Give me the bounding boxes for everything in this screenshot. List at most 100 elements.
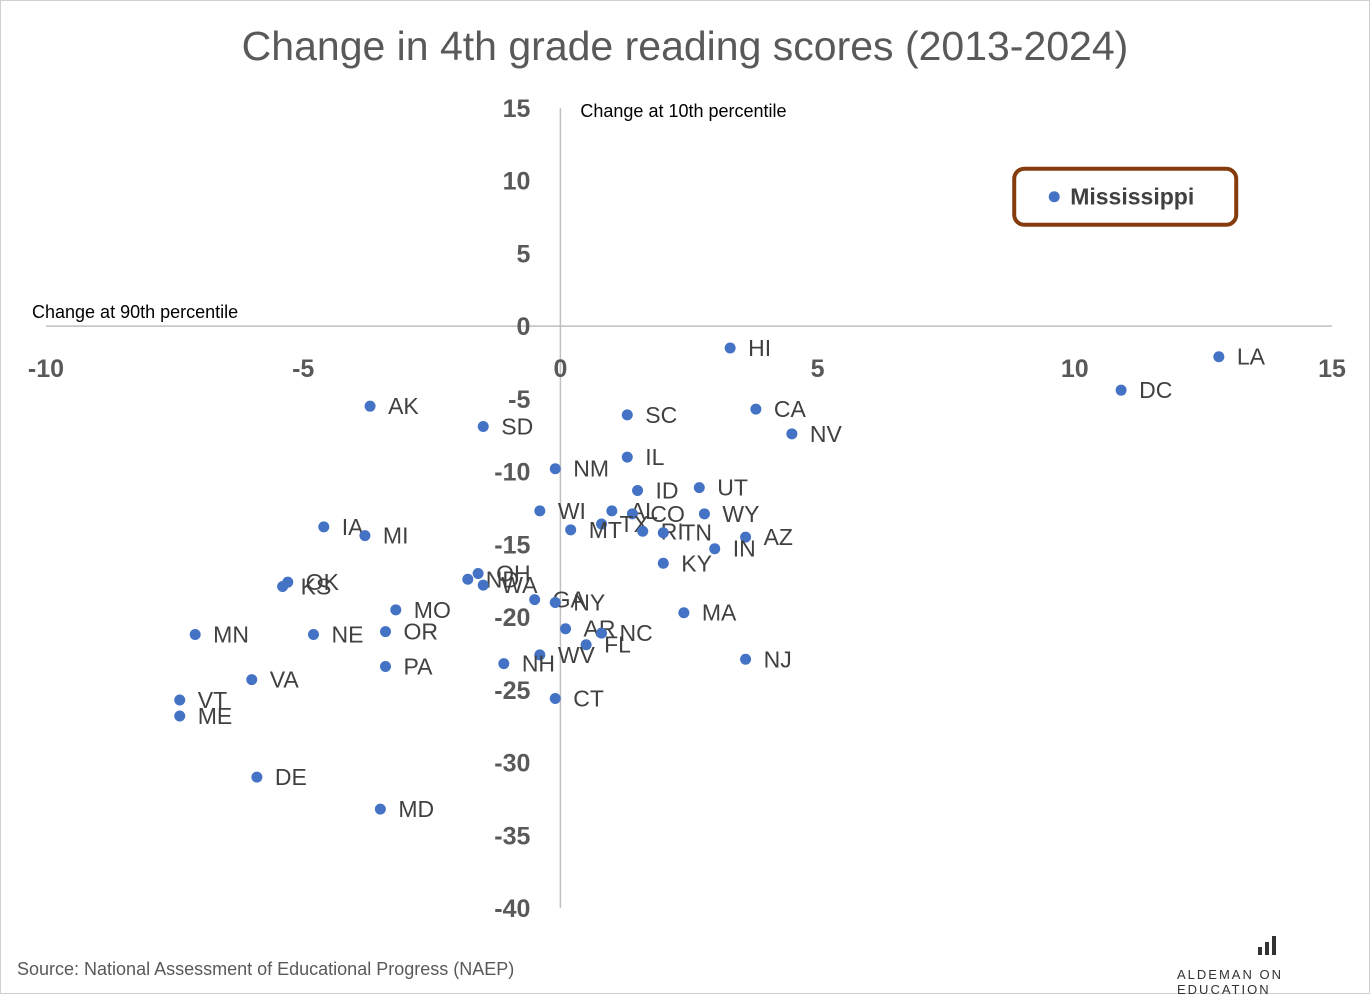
highlight-label: Mississippi xyxy=(1070,184,1194,210)
y-tick-label: 10 xyxy=(503,168,531,196)
data-point xyxy=(534,649,546,661)
data-point xyxy=(632,485,644,497)
data-point xyxy=(477,421,489,433)
data-label: CO xyxy=(650,501,685,527)
data-label: VA xyxy=(270,667,300,693)
chart-title: Change in 4th grade reading scores (2013… xyxy=(241,23,1129,69)
y-tick-label: -30 xyxy=(494,750,530,778)
y-tick-label: -25 xyxy=(494,677,530,705)
data-label: NV xyxy=(810,421,843,447)
data-point xyxy=(740,531,752,543)
data-point xyxy=(596,627,608,639)
data-label: OH xyxy=(496,560,531,586)
data-point xyxy=(534,505,546,517)
data-label: IA xyxy=(342,514,364,540)
data-label: MT xyxy=(589,517,622,543)
data-label: KY xyxy=(681,550,712,576)
data-point xyxy=(390,604,402,616)
data-label: HI xyxy=(748,335,771,361)
data-point xyxy=(740,653,752,665)
data-point xyxy=(724,342,736,354)
data-label: ME xyxy=(198,703,233,729)
x-tick-label: 0 xyxy=(553,355,567,383)
data-label: OK xyxy=(306,569,340,595)
x-tick-label: -10 xyxy=(28,355,64,383)
data-point xyxy=(596,518,608,530)
data-label: NH xyxy=(522,651,555,677)
data-point xyxy=(246,674,258,686)
data-point xyxy=(318,521,330,533)
data-label: WV xyxy=(558,642,596,668)
y-axis-title: Change at 10th percentile xyxy=(580,101,786,121)
data-point xyxy=(626,508,638,520)
data-point xyxy=(359,530,371,542)
y-tick-label: -15 xyxy=(494,531,530,559)
data-label: NE xyxy=(331,622,363,648)
data-label: OR xyxy=(404,619,439,645)
data-point xyxy=(678,607,690,619)
brand-label: ALDEMAN ON EDUCATION xyxy=(1177,967,1283,997)
data-label: FL xyxy=(604,632,631,658)
data-point xyxy=(251,771,263,783)
data-point xyxy=(549,597,561,609)
data-point xyxy=(786,428,798,440)
data-point xyxy=(307,629,319,641)
highlight-box xyxy=(1012,166,1239,227)
data-label: AZ xyxy=(764,524,793,550)
data-label: NM xyxy=(573,456,609,482)
y-tick-label: 15 xyxy=(503,95,531,123)
data-point xyxy=(277,581,289,593)
data-label: AK xyxy=(388,393,419,419)
y-tick-label: -10 xyxy=(494,459,530,487)
data-point xyxy=(606,505,618,517)
y-tick-label: 5 xyxy=(516,240,530,268)
data-point xyxy=(560,623,572,635)
x-tick-label: 15 xyxy=(1318,355,1346,383)
data-label: WY xyxy=(722,501,759,527)
data-label: MO xyxy=(414,597,451,623)
data-label: MA xyxy=(702,600,737,626)
data-label: WA xyxy=(501,572,538,598)
data-point xyxy=(472,567,484,579)
x-axis-title: Change at 90th percentile xyxy=(32,302,238,322)
source-note: Source: National Assessment of Education… xyxy=(17,959,515,979)
data-point xyxy=(529,594,541,606)
data-point xyxy=(1115,384,1127,396)
data-point xyxy=(1048,191,1060,203)
data-point xyxy=(750,403,762,415)
data-label: WI xyxy=(558,498,586,524)
data-point xyxy=(477,579,489,591)
data-point xyxy=(621,409,633,421)
data-label: KS xyxy=(301,574,332,600)
data-point xyxy=(174,710,186,722)
y-tick-label: -20 xyxy=(494,604,530,632)
data-point xyxy=(698,508,710,520)
data-point xyxy=(462,573,474,585)
data-point xyxy=(565,524,577,536)
data-label: PA xyxy=(404,654,434,680)
data-point xyxy=(174,694,186,706)
data-label: MI xyxy=(383,523,409,549)
data-point xyxy=(549,693,561,705)
data-label: VT xyxy=(198,687,227,713)
data-point xyxy=(549,463,561,475)
data-point xyxy=(621,451,633,463)
data-label: MN xyxy=(213,622,249,648)
data-label: NY xyxy=(573,590,605,616)
data-point xyxy=(637,525,649,537)
data-label: SD xyxy=(501,414,533,440)
data-label: CT xyxy=(573,686,604,712)
data-label: LA xyxy=(1237,344,1266,370)
data-label: DC xyxy=(1139,377,1172,403)
y-tick-label: -5 xyxy=(508,386,530,414)
data-point xyxy=(693,482,705,494)
data-point xyxy=(657,557,669,569)
data-point xyxy=(1213,351,1225,363)
data-label: MD xyxy=(398,796,434,822)
x-tick-label: 10 xyxy=(1061,355,1089,383)
data-point xyxy=(364,400,376,412)
data-label: RI xyxy=(661,518,684,544)
data-point xyxy=(189,629,201,641)
data-label: NJ xyxy=(764,646,792,672)
